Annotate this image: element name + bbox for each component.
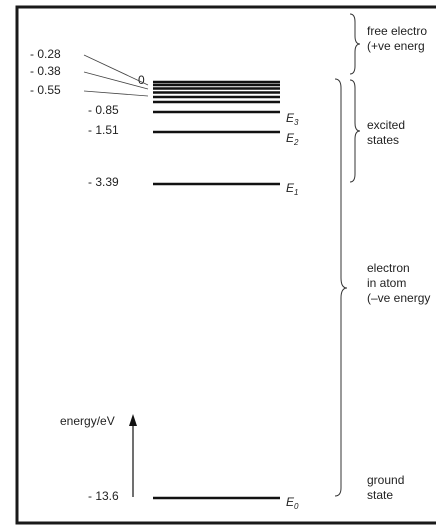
leader-line-0-28	[83, 54, 149, 86]
leader-line-0-55	[83, 90, 149, 97]
brace-excited-states	[349, 79, 361, 183]
frame-border	[15, 5, 436, 525]
brace-electron-in-atom	[334, 78, 348, 497]
region-atom-line1: electron	[367, 261, 410, 275]
region-free-line1: free electro	[367, 24, 427, 38]
leader-line-0-38	[83, 71, 149, 90]
region-excited-line2: states	[367, 133, 399, 147]
region-atom-line3: (–ve energy	[367, 291, 430, 305]
label-minus-0-85: - 0.85	[88, 103, 119, 117]
label-minus-0-28: - 0.28	[30, 47, 61, 61]
label-minus-3-39: - 3.39	[88, 175, 119, 189]
energy-axis-label: energy/eV	[60, 414, 115, 428]
region-atom-line2: in atom	[367, 276, 406, 290]
level-name-e1: E1	[286, 181, 298, 197]
label-minus-0-55: - 0.55	[30, 83, 61, 97]
level-name-e2: E2	[286, 131, 299, 147]
level-name-e3: E3	[286, 111, 299, 127]
region-excited-line1: excited	[367, 118, 405, 132]
label-minus-1-51: - 1.51	[88, 123, 119, 137]
label-minus-0-38: - 0.38	[30, 64, 61, 78]
label-zero: 0	[138, 73, 145, 87]
label-minus-13-6: - 13.6	[88, 489, 119, 503]
brace-free-electron	[349, 13, 361, 75]
level-name-e0: E0	[286, 495, 299, 511]
region-ground-line2: state	[367, 488, 393, 502]
region-free-line2: (+ve energ	[367, 39, 425, 53]
energy-axis-arrowhead	[129, 414, 137, 426]
region-ground-line1: ground	[367, 473, 404, 487]
